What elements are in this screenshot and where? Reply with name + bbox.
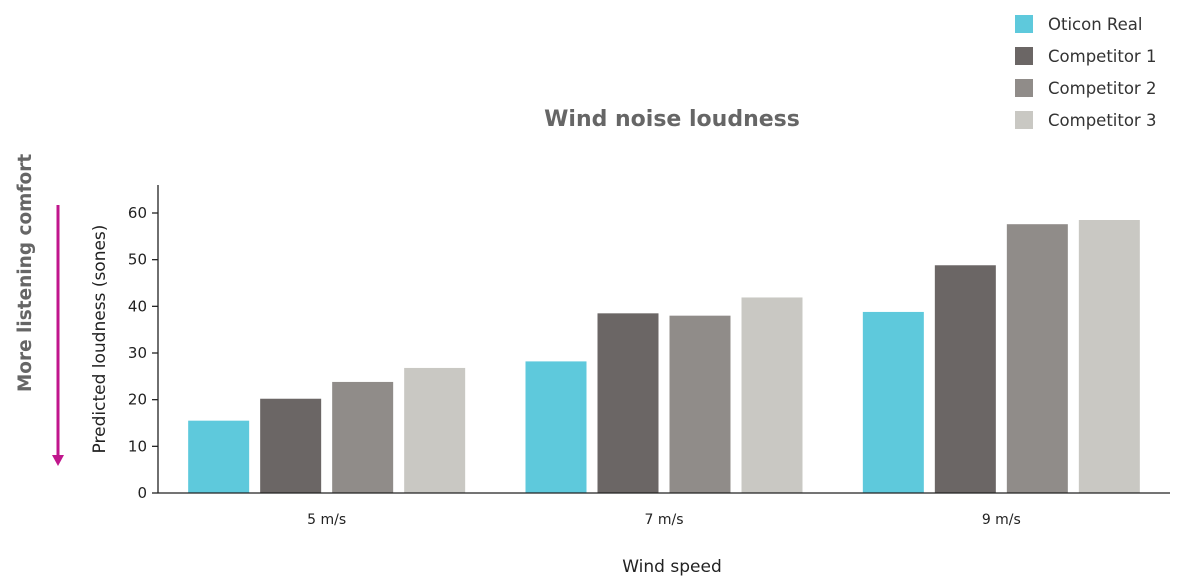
- y-tick-label: 50: [128, 251, 147, 269]
- bar-competitor-3-2: [741, 297, 803, 493]
- legend-label: Oticon Real: [1048, 15, 1142, 34]
- x-axis: 5 m/s 7 m/s 9 m/s: [158, 492, 1170, 528]
- y-tick-label: 20: [128, 391, 147, 409]
- bar-competitor-1-3: [934, 265, 996, 493]
- legend-label: Competitor 2: [1048, 79, 1156, 98]
- y-tick-label: 40: [128, 297, 147, 315]
- y-tick-label: 10: [128, 437, 147, 455]
- bar-competitor-2-2: [669, 315, 731, 493]
- bar-competitor-3-1: [404, 367, 466, 493]
- x-axis-label: Wind speed: [622, 557, 722, 577]
- legend-swatch: [1015, 111, 1033, 129]
- chart-title: Wind noise loudness: [544, 107, 800, 132]
- comfort-label: More listening comfort: [15, 154, 36, 393]
- y-tick-label: 60: [128, 204, 147, 222]
- legend-label: Competitor 3: [1048, 111, 1156, 130]
- y-axis: 0 10 20 30 40 50 60: [128, 185, 159, 502]
- legend-swatch: [1015, 15, 1033, 33]
- y-tick-label: 30: [128, 344, 147, 362]
- listening-comfort-annotation: More listening comfort: [15, 154, 64, 466]
- x-tick-label: 7 m/s: [644, 512, 683, 528]
- bar-oticon-real-2: [525, 361, 587, 493]
- bar-oticon-real-3: [862, 311, 924, 493]
- x-tick-label: 9 m/s: [982, 512, 1021, 528]
- bar-competitor-2-3: [1006, 224, 1068, 493]
- bars: [188, 220, 1140, 493]
- bar-competitor-1-1: [260, 398, 322, 493]
- legend-swatch: [1015, 47, 1033, 65]
- bar-competitor-2-1: [332, 381, 394, 493]
- legend-swatch: [1015, 79, 1033, 97]
- legend: Oticon Real Competitor 1 Competitor 2 Compe…: [1015, 15, 1156, 130]
- bar-competitor-3-3: [1078, 220, 1140, 493]
- bar-oticon-real-1: [188, 420, 250, 493]
- x-tick-label: 5 m/s: [307, 512, 346, 528]
- y-axis-label: Predicted loudness (sones): [90, 225, 110, 454]
- y-tick-label: 0: [137, 484, 147, 502]
- down-arrow-icon: [52, 455, 64, 466]
- legend-label: Competitor 1: [1048, 47, 1156, 66]
- bar-competitor-1-2: [597, 313, 659, 493]
